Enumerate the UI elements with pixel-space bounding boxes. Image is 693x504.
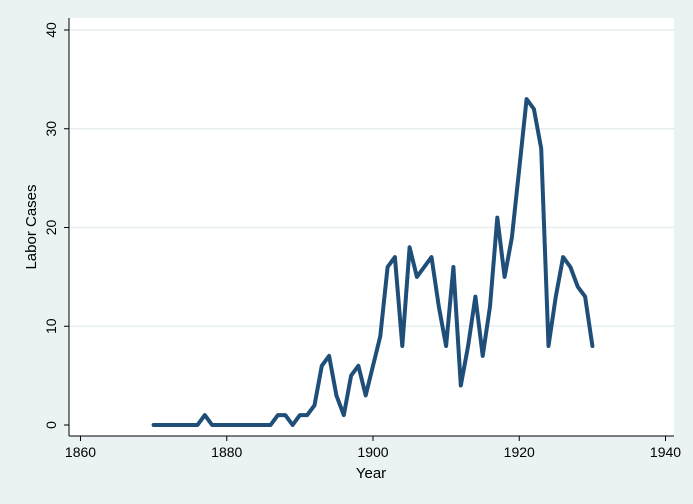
x-tick-label: 1940 bbox=[650, 444, 681, 460]
y-tick-label: 10 bbox=[43, 318, 59, 334]
y-axis-title: Labor Cases bbox=[23, 184, 40, 269]
x-tick-label: 1900 bbox=[357, 444, 388, 460]
y-axis-ticks: 0 10 20 30 40 bbox=[43, 22, 69, 429]
x-tick-label: 1860 bbox=[65, 444, 96, 460]
y-tick-label: 40 bbox=[43, 22, 59, 38]
gridlines bbox=[70, 29, 674, 327]
y-tick-label: 30 bbox=[43, 121, 59, 137]
y-tick-label: 0 bbox=[43, 421, 59, 429]
x-tick-label: 1920 bbox=[504, 444, 535, 460]
x-axis-title: Year bbox=[356, 465, 386, 482]
y-tick-label: 20 bbox=[43, 220, 59, 236]
x-axis-ticks: 1860 1880 1900 1920 1940 bbox=[65, 436, 681, 460]
series-line bbox=[151, 97, 595, 427]
x-tick-label: 1880 bbox=[211, 444, 242, 460]
